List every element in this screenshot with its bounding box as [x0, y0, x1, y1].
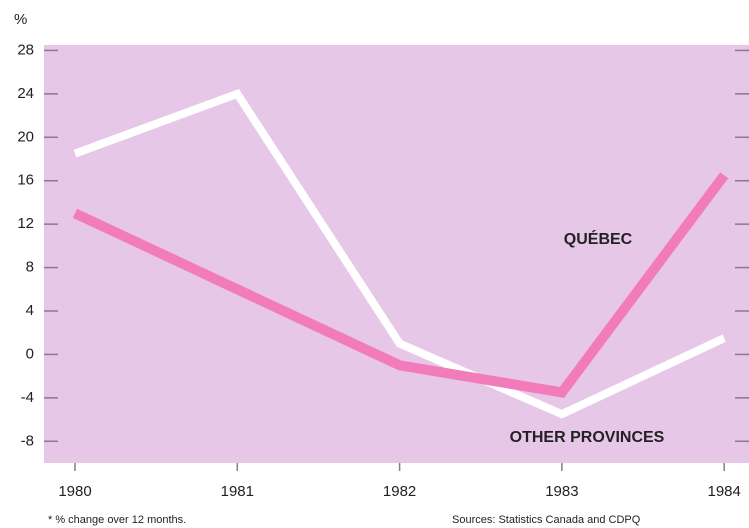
- y-axis-label: %: [14, 11, 27, 28]
- footnote: * % change over 12 months.: [48, 514, 186, 526]
- x-tick-label: 1981: [221, 483, 254, 500]
- y-tick-label: 20: [17, 128, 34, 145]
- series-label: OTHER PROVINCES: [510, 429, 665, 446]
- series-line: [72, 172, 729, 398]
- x-tick-label: 1982: [383, 483, 416, 500]
- y-tick-label: 24: [17, 85, 34, 102]
- y-tick-label: 12: [17, 215, 34, 232]
- x-tick-label: 1984: [708, 483, 741, 500]
- y-tick-label: -8: [21, 432, 34, 449]
- y-tick-label: 16: [17, 172, 34, 189]
- y-tick-label: 8: [26, 259, 34, 276]
- series-label: QUÉBEC: [564, 229, 633, 248]
- x-tick-label: 1983: [545, 483, 578, 500]
- y-tick-label: -4: [21, 389, 34, 406]
- plot-area: [44, 45, 749, 463]
- y-tick-label: 0: [26, 345, 34, 362]
- series-line: [73, 89, 726, 419]
- y-tick-label: 4: [26, 302, 34, 319]
- source: Sources: Statistics Canada and CDPQ: [452, 514, 641, 526]
- x-tick-label: 1980: [58, 483, 91, 500]
- y-tick-label: 28: [17, 41, 34, 58]
